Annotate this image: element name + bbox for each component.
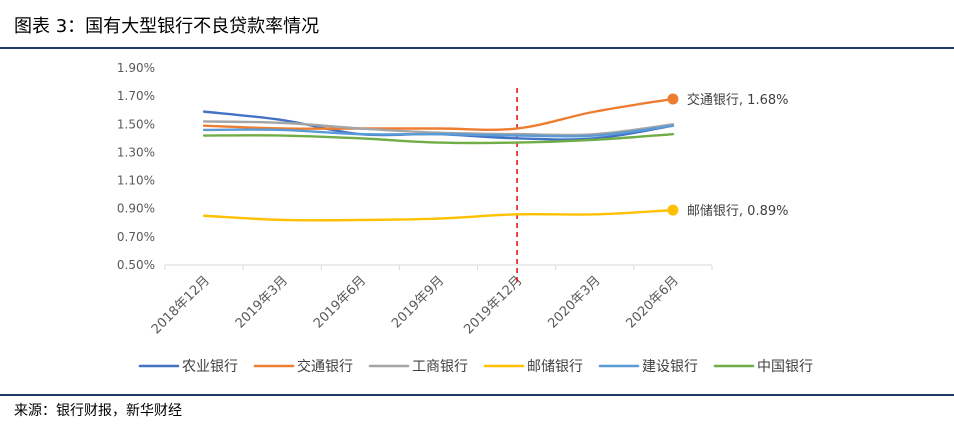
series-line-5 [202,124,675,138]
x-tick-label: 2020年6月 [624,273,682,331]
footer-rule [0,394,954,396]
legend-label: 建设银行 [642,359,698,375]
x-tick-label: 2019年3月 [233,273,291,331]
y-tick-label: 1.30% [117,145,155,159]
source-note: 来源：银行财报，新华财经 [14,403,182,419]
series-lines [202,97,675,222]
page-title: 图表 3：国有大型银行不良贷款率情况 [14,16,320,37]
x-tick-label: 2020年3月 [545,273,603,331]
chart-axes: 0.50% 0.70% 0.90% 1.10% 1.30% 1.50% 1.70% 1.90%… [117,61,713,337]
y-tick-label: 1.50% [117,117,155,131]
series-line-6 [202,132,675,145]
legend-label: 中国银行 [757,359,813,375]
end-point-marker [667,204,679,216]
annotations: 交通银行, 1.68% 邮储银行, 0.89% [667,92,789,219]
end-point-marker [667,93,679,105]
end-point-label: 交通银行, 1.68% [687,92,789,108]
end-point-label: 邮储银行, 0.89% [687,204,789,219]
series-line-4 [202,208,675,222]
legend-label: 工商银行 [412,359,468,375]
x-tick-label: 2019年6月 [311,273,369,331]
y-tick-label: 0.90% [117,202,155,216]
x-tick-label: 2019年12月 [461,273,525,337]
header-rule [0,47,954,49]
y-tick-label: 1.70% [117,89,155,103]
line-chart: 0.50% 0.70% 0.90% 1.10% 1.30% 1.50% 1.70% 1.90%… [117,61,813,375]
y-tick-label: 0.70% [117,230,155,244]
chart-legend: 农业银行 交通银行 工商银行 邮储银行 建设银行 中国银行 [138,358,813,375]
y-tick-label: 0.50% [117,258,155,272]
legend-label: 邮储银行 [527,359,583,375]
x-tick-label: 2018年12月 [149,273,213,337]
x-tick-label: 2019年9月 [389,273,447,331]
y-tick-label: 1.10% [117,174,155,188]
series-line-2 [202,97,675,132]
y-tick-label: 1.90% [117,61,155,75]
series-line-3 [202,120,675,137]
legend-label: 交通银行 [297,358,353,375]
legend-label: 农业银行 [182,359,238,375]
